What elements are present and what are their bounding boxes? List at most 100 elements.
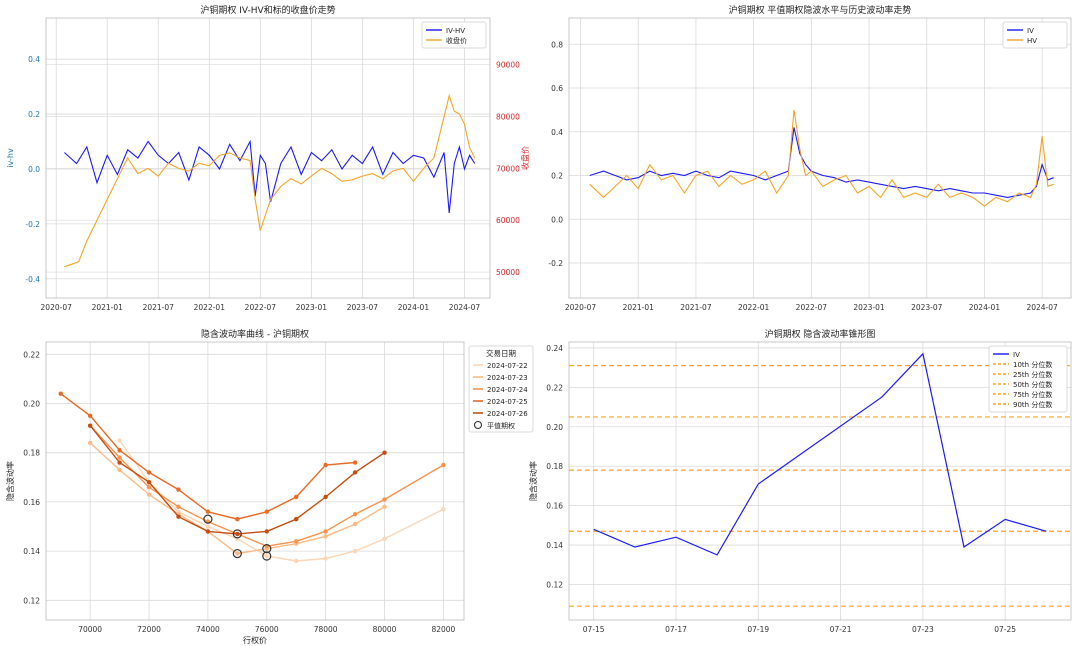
iv-curve-point [441,507,446,512]
legend-box [1002,21,1068,49]
y2-tick-label: 50000 [496,268,520,277]
y2-tick-label: 80000 [496,113,520,122]
plot-frame [568,17,1072,299]
x-tick-label: 74000 [196,625,220,634]
y-tick-label: 0.8 [551,40,563,49]
legend-box [988,345,1068,413]
iv-curve-point [87,440,93,446]
iv-curve-point [382,504,387,510]
iv-curve-point [117,455,122,460]
iv-curve-point [323,534,328,539]
y-tick-label: 0.16 [546,502,563,511]
legend-label: 50th 分位数 [1013,380,1052,389]
iv-curve-point [264,529,269,534]
y-axis-label: 隐含波动率 [528,461,538,501]
y-tick-label: 0.2 [551,172,563,181]
iv-curve-point [352,512,358,517]
iv-cone-line [593,352,1047,556]
legend: 交易日期 2024-07-22 2024-07-23 2024-07-24 2024-0… [468,345,534,433]
atm-marker [262,551,272,561]
y-tick-label: 0.22 [546,383,563,392]
x-tick-label: 2022-07 [245,303,277,312]
x-tick-label: 07-15 [583,625,605,634]
iv-curve-point [205,529,211,534]
plot-frame [45,341,465,621]
iv-curve-point [117,438,122,443]
iv-curve-point [382,497,387,502]
iv-curve-point [323,529,328,534]
legend-label: 2024-07-24 [487,386,528,394]
plot-area [569,342,1071,620]
y2-axis-label: 收盘价 [520,146,530,170]
x-tick-label: 2021-01 [92,303,124,312]
iv-curve-point [205,509,211,514]
x-tick-label: 72000 [137,625,161,634]
iv-curve-point [87,423,93,428]
iv-curve-point [117,448,122,453]
chart-title: 沪铜期权 平值期权隐波水平与历史波动率走势 [729,4,912,16]
x-tick-label: 76000 [255,625,279,634]
legend-label: IV-HV [446,27,465,35]
series-line-0 [589,127,1054,198]
legend-label: 90th 分位数 [1013,400,1052,409]
iv-curve-point [352,548,358,554]
iv-curve-point [235,531,240,537]
legend-box [421,21,487,49]
y-tick-label: 0.12 [546,581,563,590]
chart-tr: 沪铜期权 平值期权隐波水平与历史波动率走势 2020-07 2021-01 2021-… [548,4,1072,312]
iv-curve-point [294,494,299,500]
atm-marker [232,529,242,539]
chart-title: 隐含波动率曲线 - 沪铜期权 [201,328,309,340]
x-tick-label: 2022-01 [194,303,226,312]
y-tick-label: 0.4 [28,55,40,64]
series-line-1 [589,109,1054,207]
x-tick-label: 2023-07 [911,303,943,312]
iv-curve-point [294,558,299,564]
y-tick-label: 0.18 [23,449,40,458]
y-tick-label: -0.4 [25,275,40,284]
iv-curve-point [176,514,181,519]
legend-label: 收盘价 [446,36,467,45]
chart-bl: 隐含波动率曲线 - 沪铜期权 70000 72000 74000 76000 78000 8… [5,328,534,645]
iv-curve-point [235,516,240,522]
x-tick-label: 2021-01 [623,303,655,312]
atm-marker [203,514,213,524]
legend-label: 10th 分位数 [1013,360,1052,369]
iv-curve-point [117,467,122,473]
chart-tl: 沪铜期权 IV-HV和标的收盘价走势 2020-07 2021-01 2021-07 2… [6,4,530,312]
x-tick-label: 07-17 [665,625,687,634]
y-tick-label: 0.18 [546,462,563,471]
legend-label: IV [1027,27,1034,35]
legend-box [468,345,534,433]
iv-curve-line [89,425,444,547]
legend: IV HV [1002,21,1068,49]
iv-curve-point [176,504,181,510]
legend-label: HV [1027,37,1037,45]
x-tick-label: 2021-07 [143,303,175,312]
x-tick-label: 82000 [431,625,455,634]
x-tick-label: 2023-01 [853,303,885,312]
legend-label: 2024-07-25 [487,398,528,406]
iv-curve-point [294,539,299,544]
atm-marker [232,548,242,559]
plot-area [569,18,1071,298]
legend-label: 2024-07-22 [487,362,528,370]
legend-label: 2024-07-23 [487,374,528,382]
iv-curve-point [323,556,328,561]
x-tick-label: 07-25 [994,625,1016,634]
iv-curve-point [382,450,387,455]
y-tick-label: 0.14 [23,547,40,556]
y-tick-label: 0.0 [28,165,40,174]
x-tick-label: 2024-07 [449,303,481,312]
iv-curve-point [146,492,152,497]
iv-curve-point [352,521,358,527]
x-tick-label: 2024-01 [969,303,1001,312]
y-tick-label: 0.2 [28,110,40,119]
legend-label: 25th 分位数 [1013,370,1052,379]
y-axis-label: iv-hv [6,148,15,168]
y-tick-label: 0.24 [546,344,563,353]
x-tick-label: 80000 [373,625,397,634]
